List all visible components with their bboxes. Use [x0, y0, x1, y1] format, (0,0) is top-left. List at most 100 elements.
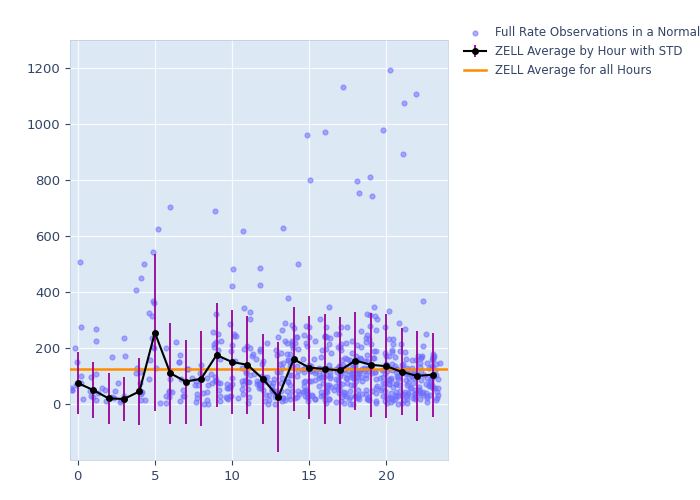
Full Rate Observations in a Normal Point: [314, 364, 325, 372]
Full Rate Observations in a Normal Point: [380, 362, 391, 370]
Full Rate Observations in a Normal Point: [399, 348, 410, 356]
Full Rate Observations in a Normal Point: [346, 358, 357, 366]
Full Rate Observations in a Normal Point: [276, 326, 287, 334]
Full Rate Observations in a Normal Point: [402, 369, 413, 377]
Full Rate Observations in a Normal Point: [216, 337, 227, 345]
Full Rate Observations in a Normal Point: [304, 323, 315, 331]
Full Rate Observations in a Normal Point: [309, 396, 321, 404]
Full Rate Observations in a Normal Point: [316, 346, 328, 354]
Full Rate Observations in a Normal Point: [385, 374, 396, 382]
Full Rate Observations in a Normal Point: [372, 382, 383, 390]
Full Rate Observations in a Normal Point: [433, 390, 444, 398]
Full Rate Observations in a Normal Point: [385, 398, 396, 406]
Full Rate Observations in a Normal Point: [390, 353, 401, 361]
Full Rate Observations in a Normal Point: [211, 310, 222, 318]
Full Rate Observations in a Normal Point: [323, 395, 335, 403]
Full Rate Observations in a Normal Point: [136, 390, 147, 398]
Full Rate Observations in a Normal Point: [416, 354, 427, 362]
Full Rate Observations in a Normal Point: [345, 374, 356, 382]
Full Rate Observations in a Normal Point: [391, 364, 402, 372]
Full Rate Observations in a Normal Point: [320, 396, 331, 404]
Full Rate Observations in a Normal Point: [388, 383, 399, 391]
Full Rate Observations in a Normal Point: [202, 400, 214, 407]
Full Rate Observations in a Normal Point: [324, 334, 335, 342]
Full Rate Observations in a Normal Point: [304, 176, 316, 184]
Full Rate Observations in a Normal Point: [346, 368, 358, 376]
Full Rate Observations in a Normal Point: [407, 378, 419, 386]
Full Rate Observations in a Normal Point: [352, 390, 363, 398]
Full Rate Observations in a Normal Point: [330, 365, 341, 373]
Full Rate Observations in a Normal Point: [206, 378, 218, 386]
Full Rate Observations in a Normal Point: [248, 370, 259, 378]
Full Rate Observations in a Normal Point: [322, 334, 333, 342]
Full Rate Observations in a Normal Point: [393, 319, 405, 327]
Full Rate Observations in a Normal Point: [306, 392, 317, 400]
Full Rate Observations in a Normal Point: [381, 367, 392, 375]
Full Rate Observations in a Normal Point: [349, 362, 360, 370]
Full Rate Observations in a Normal Point: [399, 396, 410, 404]
Full Rate Observations in a Normal Point: [325, 372, 336, 380]
Full Rate Observations in a Normal Point: [410, 389, 421, 397]
Full Rate Observations in a Normal Point: [201, 396, 212, 404]
Full Rate Observations in a Normal Point: [284, 358, 295, 366]
Full Rate Observations in a Normal Point: [307, 392, 318, 400]
Full Rate Observations in a Normal Point: [367, 369, 378, 377]
Full Rate Observations in a Normal Point: [379, 378, 391, 386]
Full Rate Observations in a Normal Point: [405, 384, 416, 392]
Full Rate Observations in a Normal Point: [284, 392, 295, 400]
Full Rate Observations in a Normal Point: [323, 381, 335, 389]
Full Rate Observations in a Normal Point: [268, 388, 279, 396]
Full Rate Observations in a Normal Point: [212, 330, 223, 338]
Full Rate Observations in a Normal Point: [130, 370, 141, 378]
Full Rate Observations in a Normal Point: [430, 370, 442, 378]
Full Rate Observations in a Normal Point: [286, 371, 297, 379]
Full Rate Observations in a Normal Point: [390, 392, 401, 400]
Full Rate Observations in a Normal Point: [272, 351, 283, 359]
Full Rate Observations in a Normal Point: [116, 396, 127, 404]
Full Rate Observations in a Normal Point: [338, 388, 349, 396]
Full Rate Observations in a Normal Point: [268, 375, 279, 383]
Full Rate Observations in a Normal Point: [75, 378, 86, 386]
Full Rate Observations in a Normal Point: [361, 310, 372, 318]
Full Rate Observations in a Normal Point: [420, 330, 431, 338]
Full Rate Observations in a Normal Point: [195, 369, 206, 377]
Full Rate Observations in a Normal Point: [322, 388, 333, 396]
Full Rate Observations in a Normal Point: [316, 365, 327, 373]
Full Rate Observations in a Normal Point: [66, 386, 78, 394]
Full Rate Observations in a Normal Point: [174, 352, 186, 360]
Full Rate Observations in a Normal Point: [164, 374, 176, 382]
Full Rate Observations in a Normal Point: [109, 394, 120, 402]
Full Rate Observations in a Normal Point: [272, 368, 283, 376]
Full Rate Observations in a Normal Point: [334, 372, 345, 380]
Full Rate Observations in a Normal Point: [393, 372, 404, 380]
Full Rate Observations in a Normal Point: [353, 370, 364, 378]
Full Rate Observations in a Normal Point: [335, 346, 346, 354]
Full Rate Observations in a Normal Point: [383, 380, 394, 388]
Full Rate Observations in a Normal Point: [176, 375, 187, 383]
Full Rate Observations in a Normal Point: [409, 370, 420, 378]
Full Rate Observations in a Normal Point: [383, 380, 394, 388]
Full Rate Observations in a Normal Point: [242, 385, 253, 393]
Full Rate Observations in a Normal Point: [279, 396, 290, 404]
Full Rate Observations in a Normal Point: [321, 386, 332, 394]
Full Rate Observations in a Normal Point: [222, 384, 233, 392]
Full Rate Observations in a Normal Point: [416, 352, 428, 360]
Full Rate Observations in a Normal Point: [324, 365, 335, 373]
Full Rate Observations in a Normal Point: [163, 387, 174, 395]
Full Rate Observations in a Normal Point: [429, 366, 440, 374]
Full Rate Observations in a Normal Point: [388, 340, 399, 348]
Full Rate Observations in a Normal Point: [207, 328, 218, 336]
Full Rate Observations in a Normal Point: [335, 342, 346, 350]
Full Rate Observations in a Normal Point: [284, 394, 295, 402]
Full Rate Observations in a Normal Point: [209, 340, 220, 348]
Full Rate Observations in a Normal Point: [370, 368, 381, 376]
Full Rate Observations in a Normal Point: [303, 376, 314, 384]
Full Rate Observations in a Normal Point: [381, 352, 392, 360]
Full Rate Observations in a Normal Point: [197, 390, 209, 398]
Full Rate Observations in a Normal Point: [316, 372, 327, 380]
Full Rate Observations in a Normal Point: [335, 322, 346, 330]
Full Rate Observations in a Normal Point: [349, 363, 360, 371]
Legend: Full Rate Observations in a Normal Point, ZELL Average by Hour with STD, ZELL Av: Full Rate Observations in a Normal Point…: [464, 26, 700, 76]
Full Rate Observations in a Normal Point: [77, 395, 88, 403]
Full Rate Observations in a Normal Point: [351, 352, 362, 360]
